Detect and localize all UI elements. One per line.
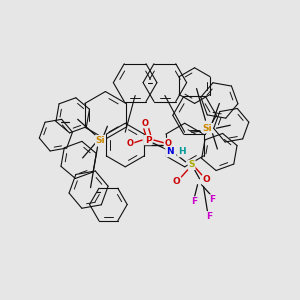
Text: F: F <box>209 195 215 204</box>
Text: F: F <box>191 197 198 206</box>
Text: S: S <box>188 160 195 169</box>
Text: N: N <box>166 148 174 157</box>
Text: Si: Si <box>96 136 105 145</box>
Text: O: O <box>202 175 210 184</box>
Text: P: P <box>145 136 151 145</box>
Text: O: O <box>164 139 171 148</box>
Text: F: F <box>206 212 212 221</box>
Text: O: O <box>173 177 181 186</box>
Text: H: H <box>178 148 185 157</box>
Text: O: O <box>142 119 148 128</box>
Text: Si: Si <box>203 124 212 133</box>
Text: O: O <box>127 139 134 148</box>
